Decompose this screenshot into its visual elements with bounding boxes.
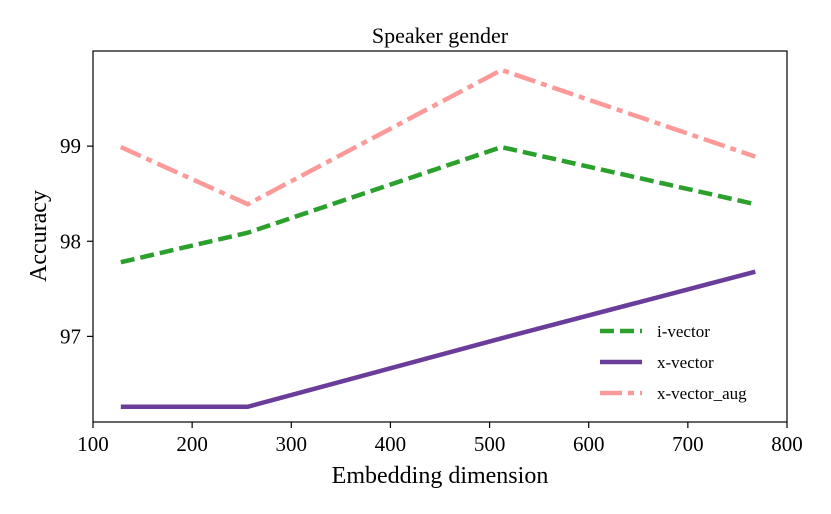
series-line-x-vector	[120, 269, 756, 410]
chart-title: Speaker gender	[372, 23, 509, 48]
x-axis-label: Embedding dimension	[332, 463, 549, 489]
plot-frame	[92, 50, 788, 423]
legend-label-x-vector_aug: x-vector_aug	[657, 384, 747, 403]
series-layer	[119, 67, 757, 410]
y-tick-label: 99	[60, 134, 81, 158]
x-tick-label: 200	[176, 432, 208, 456]
x-tick-label: 300	[276, 432, 308, 456]
legend-label-x-vector: x-vector	[657, 353, 714, 372]
legend-label-i-vector: i-vector	[657, 322, 710, 341]
y-tick-label: 97	[60, 324, 81, 348]
y-axis: 97 98 99	[60, 134, 93, 348]
x-tick-label: 500	[474, 432, 506, 456]
series-line-i-vector	[120, 144, 756, 265]
x-tick-label: 700	[672, 432, 704, 456]
y-axis-label: Accuracy	[26, 190, 52, 282]
x-axis: 100 200 300 400 500 600 700 800	[77, 422, 803, 456]
y-tick-label: 98	[60, 229, 81, 253]
series-line-x-vector_aug	[119, 67, 757, 207]
x-tick-label: 600	[573, 432, 605, 456]
x-tick-label: 800	[771, 432, 803, 456]
x-tick-label: 400	[375, 432, 407, 456]
x-tick-label: 100	[77, 432, 109, 456]
legend: i-vector x-vector x-vector_aug	[600, 322, 747, 403]
